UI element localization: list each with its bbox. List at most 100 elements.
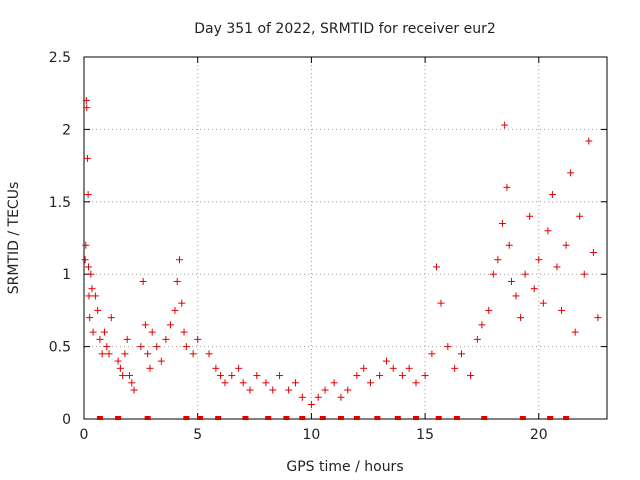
data-point [221,379,229,387]
y-axis-label: SRMTID / TECUs [6,182,22,295]
bad-epoch-marker [547,416,554,420]
data-point [585,137,593,145]
data-point [451,364,459,372]
data-point [457,350,465,358]
data-point [594,314,602,322]
data-point [473,335,481,343]
y-tick-labels: 0 0.5 1 1.5 2 2.5 [49,50,71,428]
data-point [382,357,390,365]
y-tick-label: 0.5 [49,340,71,356]
data-point [105,350,113,358]
bad-epoch-marker [96,416,103,420]
y-tick-label: 1 [62,267,71,283]
data-point [137,343,145,351]
bad-epoch-marker [283,416,290,420]
data-point [123,335,131,343]
data-point [125,372,133,380]
x-tick-label: 5 [193,427,202,443]
data-point [562,241,570,249]
data-point [94,306,102,314]
data-point [146,364,154,372]
data-point [485,306,493,314]
data-point [107,314,115,322]
data-point [130,386,138,394]
data-point [501,121,509,129]
bad-epoch-marker [144,416,151,420]
data-point [467,372,475,380]
data-point [548,191,556,199]
data-point [535,256,543,264]
data-point [189,350,197,358]
data-point [180,328,188,336]
data-point [114,357,122,365]
y-tick-label: 0 [62,412,71,428]
data-point [121,350,129,358]
data-point [212,364,220,372]
data-point [116,364,124,372]
data-point [505,241,513,249]
data-point [239,379,247,387]
data-point [83,104,91,112]
data-point [83,154,91,162]
data-point [307,401,315,409]
data-point [269,386,277,394]
data-point [376,372,384,380]
bad-epoch-marker [519,416,526,420]
data-point [344,386,352,394]
data-point [553,263,561,271]
data-point [580,270,588,278]
data-points [81,96,602,409]
data-point [148,328,156,336]
x-tick-label: 15 [416,427,434,443]
data-point [128,379,136,387]
data-point [100,328,108,336]
bad-epoch-marker [412,416,419,420]
data-point [173,277,181,285]
data-point [96,335,104,343]
data-point [98,350,106,358]
data-point [539,299,547,307]
data-point [428,350,436,358]
x-tick-label: 10 [302,427,320,443]
data-point [489,270,497,278]
y-tick-label: 2.5 [49,50,71,66]
bad-epoch-marker [435,416,442,420]
data-point [360,364,368,372]
data-point [276,372,284,380]
data-point [330,379,338,387]
data-point [178,299,186,307]
data-point [503,183,511,191]
data-point [398,372,406,380]
data-point [421,372,429,380]
grid-lines [84,57,607,419]
data-point [235,364,243,372]
bad-epoch-marker [265,416,272,420]
data-point [314,393,322,401]
data-point [176,256,184,264]
y-tick-label: 2 [62,122,71,138]
bad-epoch-marker [115,416,122,420]
bad-epoch-marker [453,416,460,420]
data-point [405,364,413,372]
data-point [389,364,397,372]
x-axis-label: GPS time / hours [286,459,403,475]
data-point [576,212,584,220]
data-point [367,379,375,387]
bad-epoch-marker [319,416,326,420]
data-point [141,321,149,329]
data-point [571,328,579,336]
data-point [337,393,345,401]
bad-epoch-marker [394,416,401,420]
data-point [507,277,515,285]
data-point [526,212,534,220]
data-point [498,220,506,228]
bad-epoch-marker [183,416,190,420]
data-point [139,277,147,285]
x-tick-label: 20 [530,427,548,443]
y-tick-label: 1.5 [49,195,71,211]
bad-epoch-marker [215,416,222,420]
bad-epoch-marker [242,416,249,420]
data-point [262,379,270,387]
data-point [85,263,93,271]
data-point [162,335,170,343]
